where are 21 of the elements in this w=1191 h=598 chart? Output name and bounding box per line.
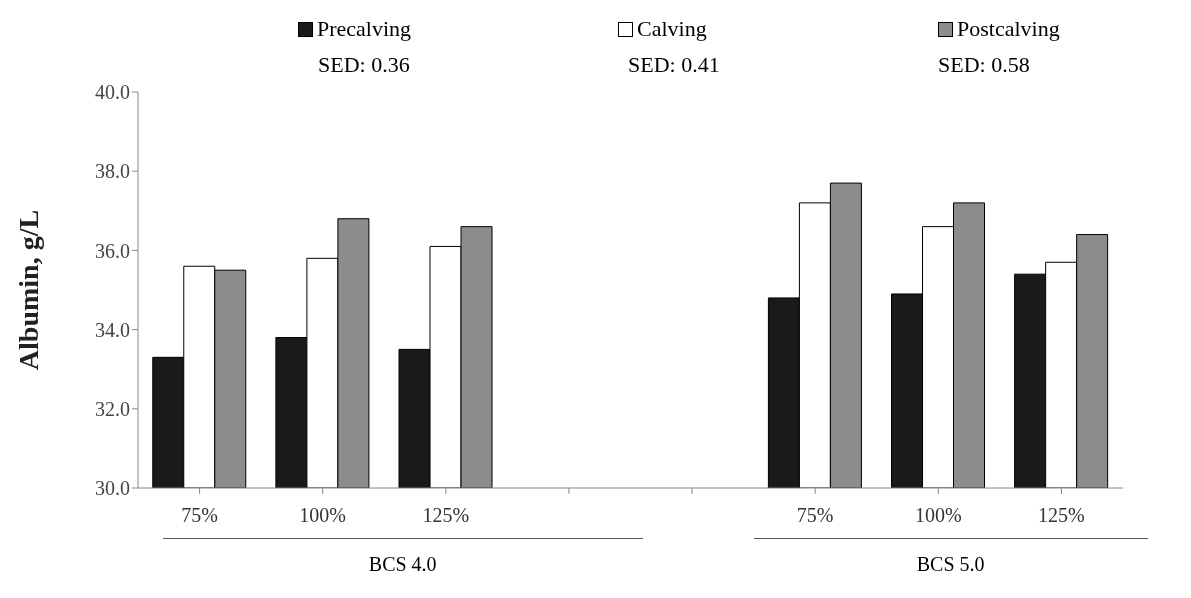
- x-tick-label: 100%: [914, 504, 962, 527]
- text: SED: 0.41: [628, 52, 720, 78]
- x-tick-label: 125%: [1038, 504, 1085, 527]
- y-axis-title: Albumin, g/L: [12, 209, 44, 371]
- legend-label: Precalving: [317, 16, 412, 42]
- y-tick-label: 40.0: [95, 81, 130, 104]
- legend-label: Calving: [637, 16, 707, 42]
- y-tick-label: 36.0: [95, 239, 130, 262]
- text: BCS 5.0: [916, 553, 985, 575]
- x-tick-label: 75%: [796, 504, 834, 527]
- y-tick-label: 38.0: [95, 160, 130, 183]
- legend-label: Postcalving: [957, 16, 1060, 42]
- text: BCS 4.0: [368, 553, 437, 575]
- x-tick-label: 125%: [422, 504, 470, 527]
- y-tick-label: 32.0: [95, 397, 130, 420]
- y-tick-label: 30.0: [95, 477, 130, 500]
- x-tick-label: 75%: [181, 504, 218, 527]
- text: SED: 0.58: [938, 52, 1030, 78]
- x-tick-label: 100%: [299, 504, 347, 527]
- text: SED: 0.36: [318, 52, 410, 78]
- y-tick-label: 34.0: [95, 318, 130, 341]
